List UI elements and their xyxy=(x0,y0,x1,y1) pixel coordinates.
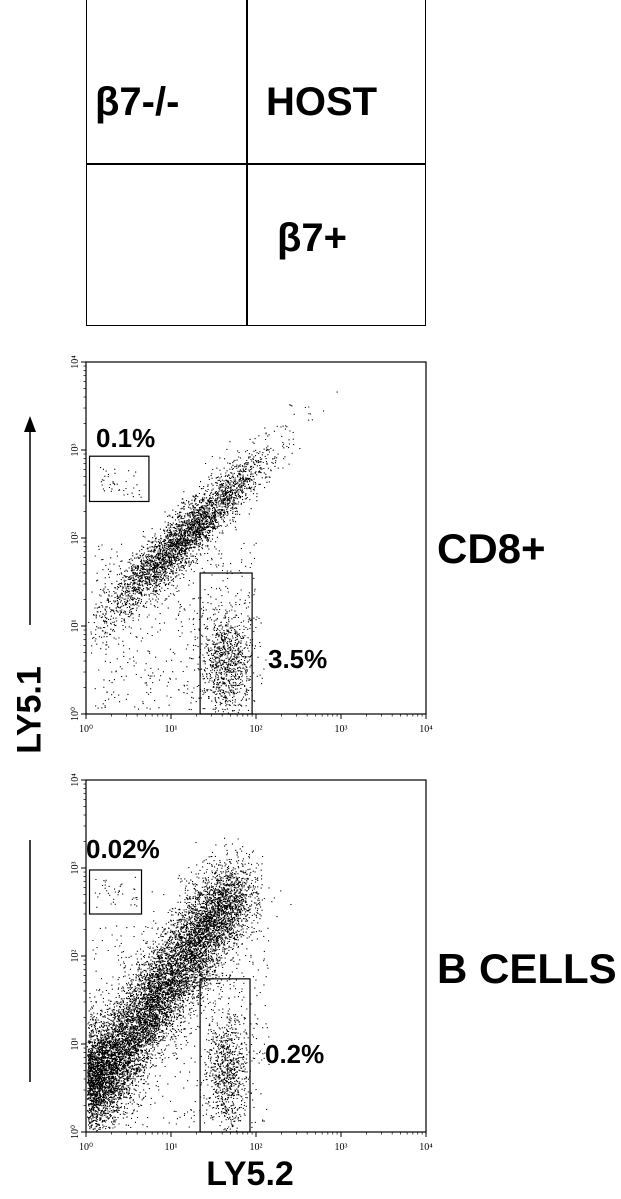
legend-vertical-divider xyxy=(246,0,248,325)
gate-percentage-label: 0.02% xyxy=(86,834,160,864)
gate-percentage-label: 0.1% xyxy=(96,423,155,453)
scatter-points xyxy=(86,837,292,1132)
plot-frame xyxy=(85,361,427,715)
x-tick-label: 10³ xyxy=(335,1142,348,1153)
x-tick-label: 10⁴ xyxy=(419,724,433,735)
x-axis-title: LY5.2 xyxy=(206,1155,294,1193)
gate-box xyxy=(88,869,143,915)
x-tick-label: 10² xyxy=(250,724,263,735)
legend-beta7-knockout: β7-/- xyxy=(95,80,180,124)
gate-percentage-label: 3.5% xyxy=(268,644,327,674)
y-tick-label: 10⁴ xyxy=(70,355,81,369)
y-tick-label: 10⁰ xyxy=(70,707,81,721)
y-tick-label: 10⁴ xyxy=(70,773,81,787)
y-tick-label: 10² xyxy=(70,532,81,545)
scatter-points xyxy=(88,391,338,714)
legend-host: HOST xyxy=(266,80,378,124)
x-tick-label: 10⁰ xyxy=(79,1142,93,1153)
gate-percentage-label: 0.2% xyxy=(265,1039,324,1069)
gate-box xyxy=(199,572,253,715)
y-tick-label: 10⁰ xyxy=(70,1125,81,1139)
row-label-b-cells: B CELLS xyxy=(437,945,617,992)
plot-frame xyxy=(85,779,427,1133)
x-tick-label: 10¹ xyxy=(165,1142,178,1153)
x-tick-label: 10³ xyxy=(335,724,348,735)
y-axis-title: LY5.1 xyxy=(10,666,49,754)
y-axis-arrow xyxy=(24,416,36,1082)
x-tick-label: 10⁰ xyxy=(79,724,93,735)
row-label-cd8: CD8+ xyxy=(437,525,546,572)
gate-box xyxy=(199,978,251,1133)
x-tick-label: 10¹ xyxy=(165,724,178,735)
y-tick-label: 10² xyxy=(70,950,81,963)
gate-box xyxy=(88,455,150,503)
x-tick-label: 10² xyxy=(250,1142,263,1153)
x-tick-label: 10⁴ xyxy=(419,1142,433,1153)
y-tick-label: 10³ xyxy=(70,862,81,875)
legend-beta7-positive: β7+ xyxy=(277,216,348,260)
y-tick-label: 10¹ xyxy=(70,620,81,633)
legend-horizontal-divider xyxy=(87,163,425,165)
y-tick-label: 10³ xyxy=(70,444,81,457)
population-legend: β7-/- HOST β7+ xyxy=(86,0,426,326)
y-tick-label: 10¹ xyxy=(70,1038,81,1051)
